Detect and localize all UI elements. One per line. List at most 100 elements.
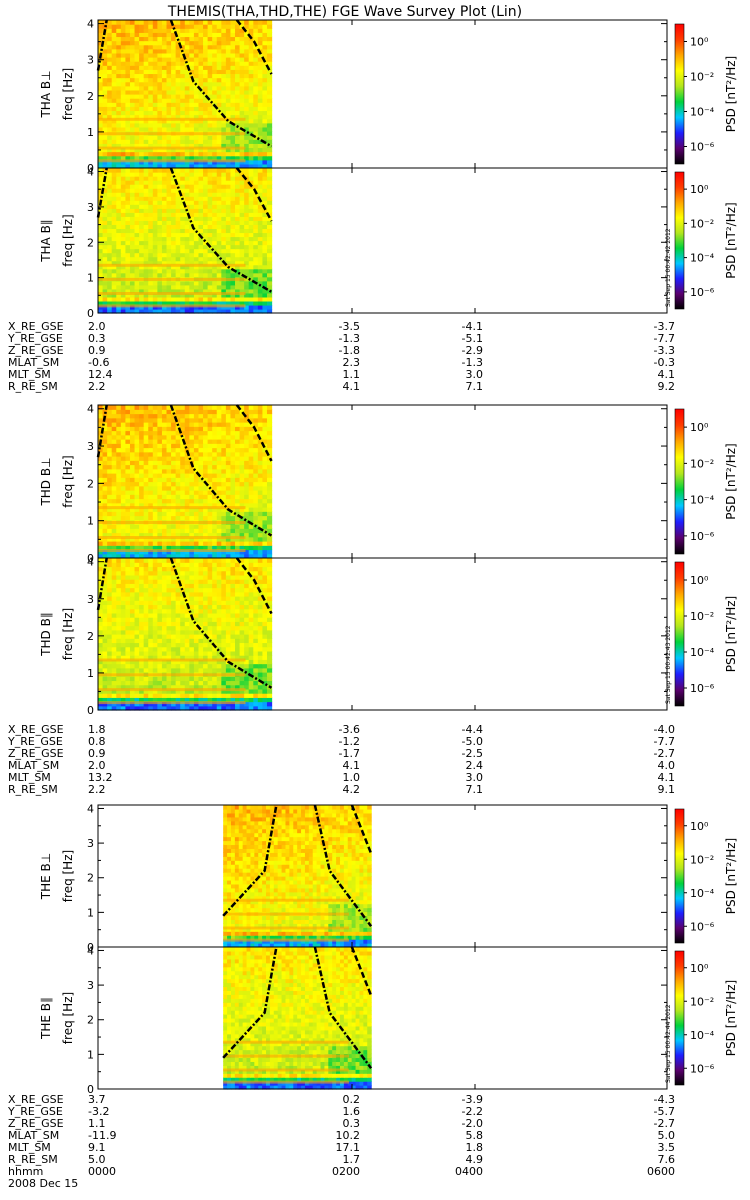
spectrogram-cell [166,36,172,42]
spectrogram-cell [266,32,273,38]
spectrogram-cell [148,228,154,234]
spectrogram-cell [161,460,168,466]
spectrogram-cell [111,642,117,648]
spectrogram-cell [221,405,227,410]
spectrogram-cell [171,405,177,410]
spectrogram-cell [111,135,117,140]
spectrogram-cell [116,180,122,185]
colorbar [674,23,685,165]
ephemeris-value: -1.8 [339,344,360,357]
spectrogram-cell [180,498,186,504]
spectrogram-cell [230,667,236,673]
spectrogram-cell [239,439,245,444]
spectrogram-cell [203,268,209,274]
spectrogram-cell [184,524,190,529]
spectrogram-cell [139,204,145,209]
spectrogram-cell [221,693,227,698]
spectrogram-cell [148,28,154,33]
spectrogram-cell [189,147,195,153]
spectrogram-cell [152,655,158,660]
spectrogram-cell [207,24,213,29]
spectrogram-cell [216,155,222,161]
spectrogram-cell [120,24,126,29]
spectrogram-cell [116,642,122,648]
spectrogram-cell [171,481,177,487]
spectrogram-cell [175,57,181,62]
spectrogram-cell [125,236,131,242]
spectrogram-band [98,159,246,163]
spectrogram-cell [253,20,259,25]
spectrogram-cell [161,98,168,103]
spectrogram-cell [139,308,145,314]
spectrogram-cell [143,196,149,201]
spectrogram-cell [235,296,241,302]
spectrogram-cell [225,642,232,648]
spectrogram-cell [134,196,140,201]
spectrogram-cell [266,52,273,58]
spectrogram-cell [107,536,113,542]
spectrogram-cell [216,502,222,508]
spectrogram-cell [152,693,158,698]
spectrogram-cell [166,135,172,140]
spectrogram-cell [221,650,227,656]
spectrogram-cell [152,188,158,193]
spectrogram-cell [134,65,140,70]
spectrogram-cell [189,102,195,107]
colorbar-label-prefix: PSD [724,492,738,520]
spectrogram-cell [184,272,190,278]
spectrogram-cell [235,32,241,38]
spectrogram-cell [225,172,232,177]
spectrogram-cell [152,663,158,669]
spectrogram-cell [134,77,140,83]
spectrogram-cell [157,126,163,132]
spectrogram-cell [207,122,213,128]
spectrogram-cell [102,502,108,508]
spectrogram-cell [175,409,181,415]
spectrogram-cell [198,642,204,648]
spectrogram-cell [193,536,200,542]
spectrogram-cell [180,139,186,144]
spectrogram-cell [161,172,168,177]
spectrogram-cell [134,409,140,415]
spectrogram-cell [235,300,241,306]
spectrogram-cell [139,456,145,461]
spectrogram-cell [257,240,264,246]
spectrogram-cell [203,126,209,132]
spectrogram-cell [257,667,264,673]
spectrogram-cell [148,20,154,25]
spectrogram-cell [244,98,250,103]
spectrogram-cell [107,659,113,665]
spectrogram-cell [266,413,273,419]
spectrogram-cell [116,244,122,250]
spectrogram-cell [143,81,149,87]
spectrogram-cell [152,65,158,70]
spectrogram-cell [152,464,158,470]
spectrogram-cell [216,511,222,517]
spectrogram-cell [152,192,158,197]
spectrogram-cell [111,184,117,189]
spectrogram-cell [180,85,186,91]
spectrogram-cell [134,676,140,682]
spectrogram-cell [157,192,163,197]
spectrogram-cell [225,143,232,149]
spectrogram-cell [248,468,254,474]
spectrogram-cell [225,468,232,474]
spectrogram-cell [116,443,122,449]
spectrogram-cell [248,244,254,250]
spectrogram-cell [152,524,158,529]
spectrogram-cell [107,434,113,440]
spectrogram-cell [262,676,268,682]
spectrogram-cell [152,236,158,242]
spectrogram-cell [166,638,172,644]
spectrogram-cell [107,507,113,512]
spectrogram-cell [193,28,200,33]
spectrogram-cell [203,460,209,466]
spectrogram-cell [107,232,113,238]
spectrogram-cell [244,519,250,525]
spectrogram-cell [193,176,200,181]
spectrogram-cell [207,155,213,161]
spectrogram-cell [157,300,163,306]
spectrogram-cell [216,680,222,686]
spectrogram-cell [107,252,113,258]
spectrogram-cell [116,417,122,423]
